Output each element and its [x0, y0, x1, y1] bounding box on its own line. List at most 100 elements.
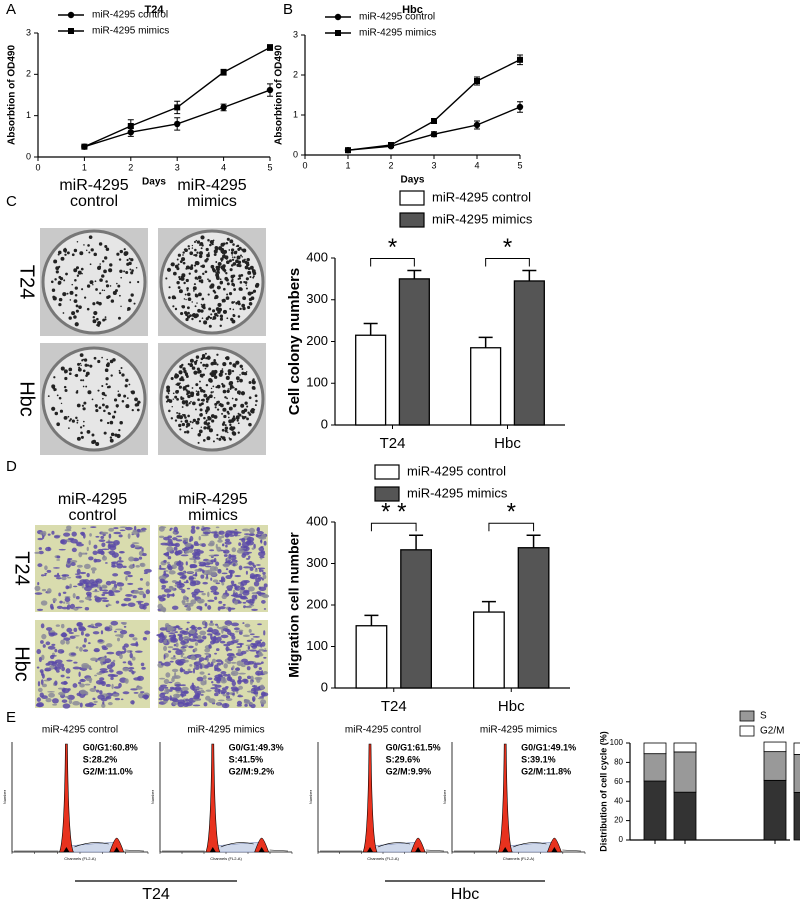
colony — [86, 429, 91, 434]
colony — [202, 363, 206, 367]
colony — [226, 293, 229, 296]
cell — [207, 591, 210, 598]
cell — [259, 639, 263, 642]
cell — [158, 686, 165, 692]
colony — [82, 379, 85, 382]
cell — [75, 646, 79, 649]
cell — [79, 600, 85, 603]
cell — [79, 689, 87, 695]
colony — [205, 247, 209, 252]
colony — [58, 396, 62, 400]
x-tick-label: Hbc — [494, 435, 521, 452]
cell — [221, 594, 227, 600]
bar — [472, 611, 505, 689]
cell — [247, 660, 255, 665]
cell — [184, 576, 187, 579]
colony — [54, 278, 57, 281]
x-tick-label: 1 — [345, 160, 350, 170]
cell — [66, 525, 72, 531]
image-column-label: miR-4295 — [178, 491, 247, 508]
colony — [230, 317, 234, 322]
colony — [66, 292, 69, 295]
cell — [217, 539, 223, 543]
cell — [227, 559, 231, 562]
cell — [120, 698, 124, 701]
colony — [216, 276, 220, 281]
colony — [110, 374, 113, 377]
colony — [68, 316, 72, 320]
colony — [238, 274, 242, 278]
cell — [202, 526, 211, 530]
cell — [82, 579, 90, 584]
cell — [256, 527, 261, 532]
cell — [210, 590, 215, 593]
cell — [259, 556, 265, 559]
cell — [200, 680, 206, 686]
cell — [184, 635, 188, 638]
cell — [129, 652, 133, 659]
cell — [236, 549, 245, 554]
cell — [165, 672, 171, 678]
colony — [228, 249, 231, 251]
cell — [199, 671, 205, 675]
cell — [55, 624, 61, 627]
colony — [93, 310, 98, 316]
colony — [253, 408, 256, 411]
colony — [214, 294, 219, 300]
cell — [174, 542, 180, 548]
cell — [158, 697, 163, 701]
marker — [516, 103, 524, 111]
cell — [81, 527, 87, 530]
cell — [81, 678, 84, 681]
colony — [187, 414, 190, 418]
colony — [189, 363, 194, 368]
colony — [220, 403, 224, 408]
colony — [80, 379, 83, 382]
colony — [53, 259, 58, 264]
y-tick-label: 60 — [614, 777, 623, 786]
colony — [232, 431, 237, 436]
cell — [139, 546, 143, 549]
cell — [214, 667, 217, 672]
cell — [177, 572, 185, 576]
colony — [71, 311, 76, 316]
cell — [162, 607, 167, 613]
colony — [183, 369, 187, 374]
colony — [64, 370, 67, 372]
colony — [238, 393, 241, 395]
colony — [88, 251, 91, 254]
colony — [223, 249, 228, 254]
cell — [260, 661, 264, 664]
cell — [94, 596, 102, 603]
cell — [179, 576, 184, 579]
colony — [202, 439, 206, 442]
cell — [47, 533, 51, 536]
colony — [184, 419, 189, 424]
cell — [56, 577, 62, 580]
cell — [251, 547, 255, 550]
colony — [200, 309, 204, 313]
colony — [242, 296, 247, 301]
colony — [87, 364, 90, 367]
cell — [204, 621, 208, 628]
colony — [221, 368, 224, 370]
colony — [226, 282, 230, 286]
colony — [131, 408, 134, 412]
colony — [129, 281, 132, 284]
colony — [118, 369, 121, 372]
cell — [212, 579, 219, 583]
colony — [83, 420, 85, 423]
colony — [219, 369, 224, 374]
cell — [263, 656, 267, 659]
cell — [168, 570, 176, 575]
colony — [109, 263, 113, 267]
colony — [172, 392, 175, 395]
colony — [54, 411, 59, 416]
colony — [52, 295, 56, 299]
colony — [244, 372, 248, 376]
cell — [76, 564, 83, 568]
cell — [190, 544, 194, 549]
colony — [194, 313, 199, 318]
colony — [216, 353, 219, 356]
